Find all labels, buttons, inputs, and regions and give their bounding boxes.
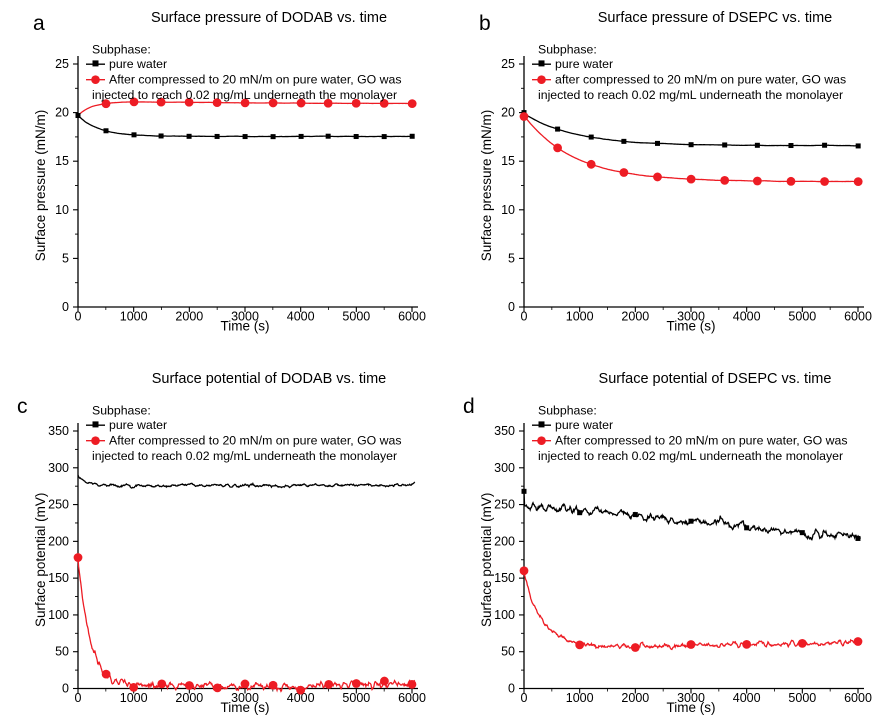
- svg-text:0: 0: [62, 300, 69, 314]
- svg-text:Time (s): Time (s): [221, 319, 270, 334]
- svg-text:Surface potential of DODAB vs.: Surface potential of DODAB vs. time: [152, 371, 387, 387]
- svg-text:Time (s): Time (s): [667, 700, 716, 715]
- svg-text:0: 0: [521, 691, 528, 705]
- svg-text:20: 20: [55, 106, 69, 120]
- svg-text:a: a: [33, 12, 45, 35]
- svg-text:injected to reach 0.02 mg/mL u: injected to reach 0.02 mg/mL underneath …: [92, 449, 397, 463]
- svg-text:5000: 5000: [342, 691, 370, 705]
- svg-text:50: 50: [501, 645, 515, 659]
- svg-text:1000: 1000: [120, 691, 148, 705]
- svg-text:b: b: [479, 12, 491, 35]
- svg-text:50: 50: [55, 645, 69, 659]
- svg-text:pure water: pure water: [555, 418, 613, 432]
- svg-text:4000: 4000: [733, 310, 761, 324]
- svg-text:15: 15: [501, 154, 515, 168]
- svg-text:Time (s): Time (s): [221, 700, 270, 715]
- svg-text:25: 25: [55, 57, 69, 71]
- svg-text:2000: 2000: [175, 310, 203, 324]
- svg-text:Surface potential (mV): Surface potential (mV): [479, 493, 494, 627]
- svg-text:Surface potential of DSEPC vs.: Surface potential of DSEPC vs. time: [599, 371, 832, 387]
- svg-text:6000: 6000: [844, 691, 872, 705]
- svg-text:5: 5: [62, 251, 69, 265]
- svg-text:100: 100: [48, 608, 69, 622]
- svg-text:2000: 2000: [175, 691, 203, 705]
- svg-text:after compressed to 20 mN/m on: after compressed to 20 mN/m on pure wate…: [555, 73, 846, 87]
- svg-text:4000: 4000: [287, 310, 315, 324]
- svg-text:250: 250: [48, 498, 69, 512]
- svg-text:Subphase:: Subphase:: [92, 404, 151, 418]
- svg-text:5000: 5000: [788, 310, 816, 324]
- svg-text:Subphase:: Subphase:: [538, 43, 597, 57]
- svg-text:0: 0: [508, 682, 515, 696]
- svg-text:After compressed to 20 mN/m on: After compressed to 20 mN/m on pure wate…: [555, 434, 848, 448]
- svg-text:Subphase:: Subphase:: [538, 404, 597, 418]
- svg-text:0: 0: [508, 300, 515, 314]
- svg-text:350: 350: [494, 424, 515, 438]
- svg-text:injected to reach 0.02 mg/mL u: injected to reach 0.02 mg/mL underneath …: [538, 88, 843, 102]
- svg-text:c: c: [17, 395, 28, 418]
- svg-text:Surface pressure (mN/m): Surface pressure (mN/m): [33, 110, 48, 262]
- svg-text:2000: 2000: [621, 691, 649, 705]
- svg-text:injected to reach 0.02 mg/mL u: injected to reach 0.02 mg/mL underneath …: [538, 449, 843, 463]
- svg-text:5000: 5000: [788, 691, 816, 705]
- svg-text:0: 0: [75, 691, 82, 705]
- svg-text:d: d: [463, 395, 475, 418]
- svg-text:6000: 6000: [844, 310, 872, 324]
- svg-text:150: 150: [494, 571, 515, 585]
- svg-text:4000: 4000: [733, 691, 761, 705]
- svg-text:350: 350: [48, 424, 69, 438]
- svg-text:5: 5: [508, 251, 515, 265]
- svg-text:0: 0: [521, 310, 528, 324]
- svg-text:200: 200: [494, 534, 515, 548]
- svg-text:Surface potential (mV): Surface potential (mV): [33, 493, 48, 627]
- svg-text:Subphase:: Subphase:: [92, 43, 151, 57]
- svg-text:Surface pressure (mN/m): Surface pressure (mN/m): [479, 110, 494, 262]
- svg-text:5000: 5000: [342, 310, 370, 324]
- svg-text:1000: 1000: [120, 310, 148, 324]
- svg-text:300: 300: [494, 461, 515, 475]
- svg-text:15: 15: [55, 154, 69, 168]
- svg-text:Surface pressure of DODAB vs.: Surface pressure of DODAB vs. time: [151, 10, 387, 26]
- svg-text:1000: 1000: [566, 691, 594, 705]
- svg-text:20: 20: [501, 106, 515, 120]
- svg-text:10: 10: [55, 203, 69, 217]
- svg-text:10: 10: [501, 203, 515, 217]
- svg-text:0: 0: [62, 682, 69, 696]
- svg-text:6000: 6000: [398, 691, 426, 705]
- svg-text:pure water: pure water: [109, 57, 167, 71]
- svg-text:pure water: pure water: [555, 57, 613, 71]
- svg-text:Surface pressure of DSEPC vs.: Surface pressure of DSEPC vs. time: [598, 10, 833, 26]
- svg-text:150: 150: [48, 571, 69, 585]
- svg-text:pure water: pure water: [109, 418, 167, 432]
- svg-text:After compressed to 20 mN/m on: After compressed to 20 mN/m on pure wate…: [109, 73, 402, 87]
- svg-text:injected to reach 0.02 mg/mL u: injected to reach 0.02 mg/mL underneath …: [92, 88, 397, 102]
- svg-text:2000: 2000: [621, 310, 649, 324]
- svg-text:6000: 6000: [398, 310, 426, 324]
- svg-text:1000: 1000: [566, 310, 594, 324]
- svg-text:After compressed to 20 mN/m on: After compressed to 20 mN/m on pure wate…: [109, 434, 402, 448]
- svg-text:100: 100: [494, 608, 515, 622]
- svg-text:250: 250: [494, 498, 515, 512]
- svg-text:0: 0: [75, 310, 82, 324]
- svg-text:200: 200: [48, 534, 69, 548]
- svg-text:300: 300: [48, 461, 69, 475]
- svg-text:Time (s): Time (s): [667, 319, 716, 334]
- svg-text:25: 25: [501, 57, 515, 71]
